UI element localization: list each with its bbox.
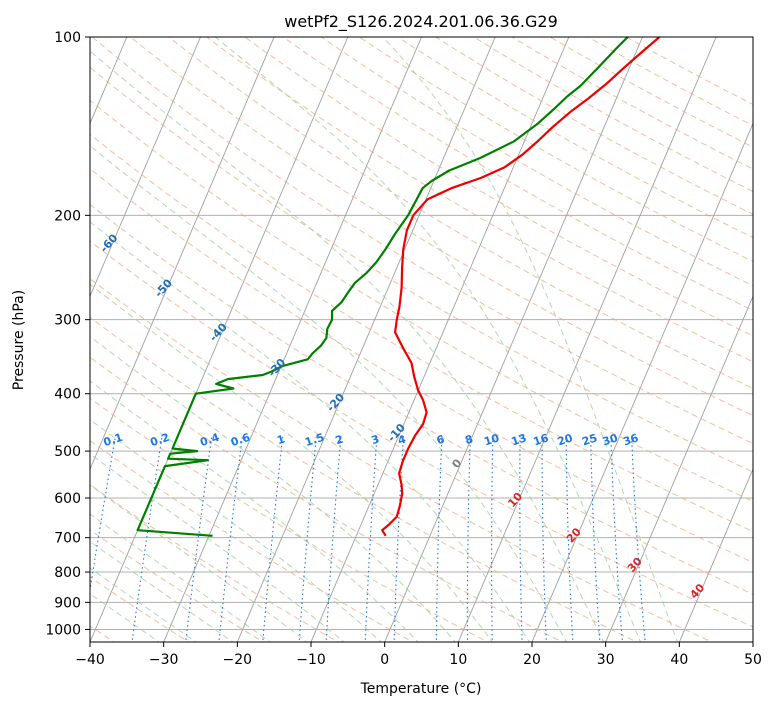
isotherm-line (605, 295, 753, 642)
mixing-ratio-label: 3 (370, 433, 381, 448)
x-axis-title: Temperature (°C) (360, 681, 482, 697)
mixing-ratio-label: 25 (580, 431, 599, 448)
x-tick-label: 50 (744, 652, 762, 668)
moist-adiabat-line (90, 418, 382, 642)
isotherm-line (90, 37, 275, 471)
y-tick-label: 800 (54, 565, 81, 581)
moist-adiabat-line (382, 37, 678, 642)
mixing-ratio-line (131, 435, 163, 642)
mixing-ratio-label: 0.4 (198, 431, 221, 449)
mixing-ratio-label: 0.1 (102, 431, 125, 449)
dry-adiabat-line (434, 37, 753, 215)
mixing-ratio-line (90, 435, 117, 594)
dry-adiabat-line (90, 316, 639, 642)
moist-adiabat-line (214, 37, 642, 642)
dry-adiabat-line (90, 278, 713, 642)
dry-adiabat-line (244, 37, 753, 337)
dry-adiabat-line (549, 37, 753, 148)
x-tick-label: 20 (523, 652, 541, 668)
mixing-ratio-label: 6 (435, 432, 447, 447)
dry-adiabat-line (358, 37, 753, 262)
moist-adiabat-line (90, 50, 605, 642)
dry-adiabat-line (282, 37, 753, 312)
y-tick-label: 300 (54, 313, 81, 329)
mixing-ratio-label: 4 (396, 432, 408, 447)
dry-adiabat-line (511, 37, 753, 170)
y-tick-label: 100 (54, 30, 81, 46)
axes: −40 −30 −20 −10 0 10 20 30 40 5010020030040050060… (45, 30, 762, 668)
dry-adiabat-line (205, 37, 753, 363)
mixing-ratio-label: 13 (510, 431, 529, 448)
y-axis-title: Pressure (hPa) (11, 290, 27, 390)
isotherm-line (90, 37, 201, 298)
mixing-ratio-label: 2 (334, 433, 345, 448)
mixing-ratio-label: 8 (463, 433, 474, 448)
x-tick-label: 0 (380, 652, 389, 668)
mixing-ratio-label: 0.2 (149, 431, 172, 449)
moist-adiabat-line (90, 221, 530, 642)
x-tick-label: 40 (670, 652, 688, 668)
mixing-ratio-label: 1.5 (303, 431, 326, 449)
moist-adiabat-line (90, 335, 456, 642)
moist-adiabat-line (90, 484, 308, 642)
y-tick-label: 700 (54, 531, 81, 547)
x-tick-label: 30 (597, 652, 615, 668)
moist-adiabat-line (90, 513, 271, 642)
mixing-ratio-label: 16 (532, 431, 551, 448)
chart-title: wetPf2_S126.2024.201.06.36.G29 (284, 12, 558, 32)
mixing-ratio-label: 0.6 (229, 431, 252, 449)
moist-adiabat-line (90, 567, 197, 642)
dry-adiabat-line (472, 37, 753, 193)
moist-adiabat-line (90, 593, 160, 642)
dewpoint-profile-line (136, 37, 629, 537)
isotherm-line (678, 467, 753, 642)
dry-adiabat-line (90, 240, 753, 628)
x-tick-label: −30 (149, 652, 179, 668)
isotherm-line (163, 37, 422, 642)
isotherm-line (236, 37, 496, 642)
moist-adiabat-line (90, 540, 234, 642)
mixing-ratio-label: 36 (622, 431, 641, 448)
y-tick-label: 200 (54, 208, 81, 224)
isotherm-line (457, 37, 717, 642)
x-tick-label: −10 (296, 652, 326, 668)
isotherm-line (384, 37, 643, 642)
isotherm-line (90, 37, 349, 642)
dry-adiabat-line (90, 168, 753, 564)
x-tick-label: 10 (449, 652, 467, 668)
plot-area: -100-90-80-70-60-50-40-30-20-10010203040… (90, 37, 753, 642)
y-tick-label: 1000 (45, 622, 81, 638)
dry-adiabat-line (167, 37, 753, 389)
moist-adiabat-line (90, 283, 493, 642)
dry-adiabat-line (90, 529, 265, 642)
x-tick-label: −40 (75, 652, 105, 668)
dry-adiabat-line (320, 37, 753, 287)
y-tick-label: 500 (54, 444, 81, 460)
y-tick-label: 400 (54, 387, 81, 403)
mixing-ratio-label: 30 (601, 431, 620, 448)
x-tick-label: −20 (223, 652, 253, 668)
plot-frame (89, 36, 754, 643)
moist-adiabat-line (90, 145, 568, 642)
temperature-profile-line (381, 37, 661, 537)
isotherm-line (531, 122, 753, 642)
dry-adiabat-line (129, 37, 753, 417)
dry-adiabat-line (396, 37, 753, 239)
dry-adiabat-line (90, 440, 414, 642)
y-tick-label: 900 (54, 595, 81, 611)
mixing-ratio-label: 20 (556, 431, 575, 448)
y-tick-label: 600 (54, 491, 81, 507)
mixing-ratio-label: 1 (275, 433, 286, 448)
mixing-ratio-label: 10 (482, 431, 501, 448)
moist-adiabat-line (90, 380, 419, 642)
